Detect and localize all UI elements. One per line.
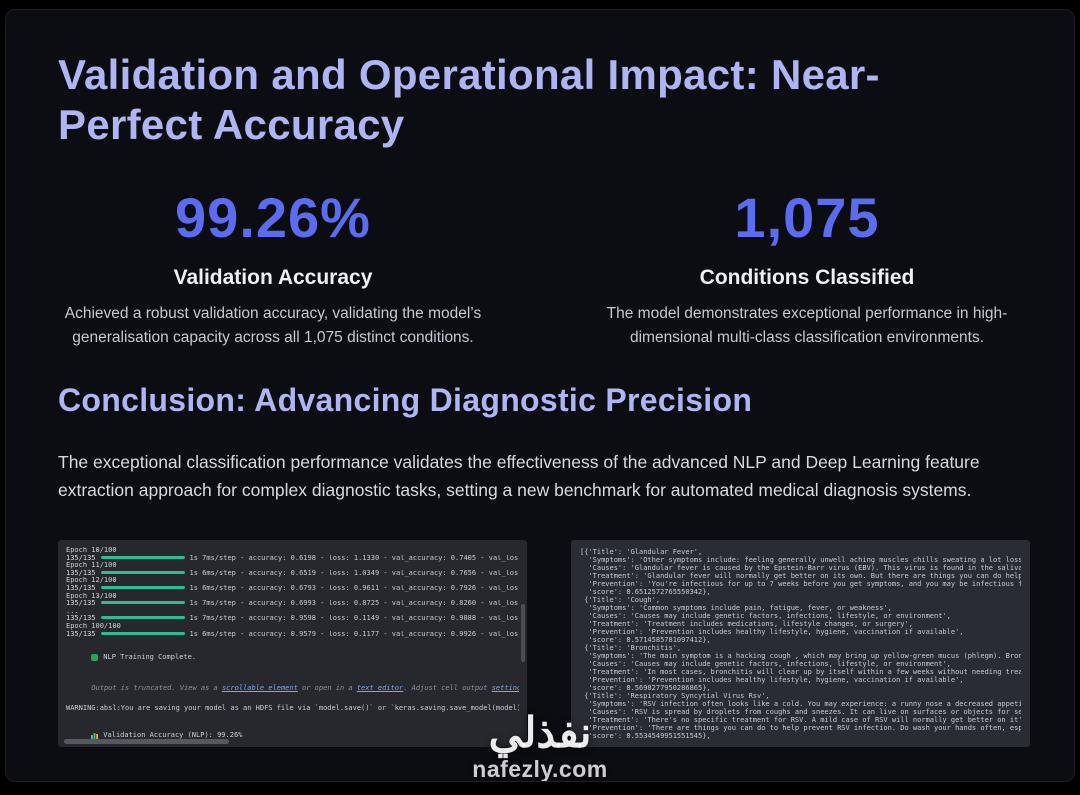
- output-line: 'score': 0.6512572765550342},: [580, 588, 711, 596]
- green-status-icon: [91, 653, 99, 661]
- stat-description: Achieved a robust validation accuracy, v…: [64, 305, 482, 347]
- page-title-line1: Validation and Operational Impact: Near-: [58, 51, 880, 98]
- output-lines: [{'Title': 'Glandular Fever', 'Symptoms'…: [580, 548, 1021, 740]
- log-progress-line: 135/135 1s 6ms/step - accuracy: 0.6793 - …: [66, 584, 519, 592]
- output-line: 'Treatment': 'Treatment includes medicat…: [580, 620, 913, 628]
- slide: Validation and Operational Impact: Near-…: [5, 9, 1075, 782]
- output-line: 'Symptoms': 'RSV infection often looks l…: [580, 700, 1021, 708]
- output-line: 'Causes': 'Causes may include genetic fa…: [580, 612, 951, 620]
- output-line: 'Causes': 'Causes may include genetic fa…: [580, 660, 951, 668]
- stat-description: The model demonstrates exceptional perfo…: [606, 305, 1008, 347]
- log-epoch-line: Epoch 11/100: [66, 562, 117, 570]
- bar-chart-icon: [91, 732, 99, 739]
- horizontal-scrollbar[interactable]: [64, 739, 229, 744]
- output-line: 'Symptoms': 'Other symptoms include: fee…: [580, 556, 1021, 564]
- training-log-panel[interactable]: Epoch 10/100 135/135 1s 7ms/step - accura…: [58, 540, 527, 747]
- progress-bar-icon: [100, 616, 185, 620]
- log-progress-line: 135/135 1s 6ms/step - accuracy: 0.6519 - …: [66, 569, 519, 577]
- training-complete-line: NLP Training Complete.: [66, 644, 519, 671]
- output-line: 'Prevention': 'There are things you can …: [580, 724, 1021, 732]
- progress-bar-icon: [100, 631, 185, 635]
- output-line: 'Causes': 'RSV is spread by droplets fro…: [580, 708, 1021, 716]
- log-progress-line: 135/135 1s 7ms/step - accuracy: 0.6198 - …: [66, 554, 519, 562]
- page-title-line2: Perfect Accuracy: [58, 101, 405, 149]
- log-ellipsis-line: ...: [66, 607, 79, 615]
- warning-line: WARNING:absl:You are saving your model a…: [66, 704, 519, 713]
- conclusion-paragraph: The exceptional classification performan…: [58, 452, 980, 500]
- output-line: 'Treatment': 'Glandular fever will norma…: [580, 572, 1021, 580]
- output-line: 'Prevention': 'You're infectious for up …: [580, 580, 1021, 588]
- output-line: [{'Title': 'Glandular Fever',: [580, 548, 703, 556]
- output-line: 'score': 0.5714585781097412},: [580, 636, 711, 644]
- output-line: 'Prevention': 'Prevention includes healt…: [580, 628, 964, 636]
- output-line: {'Title': 'Cough',: [580, 596, 661, 604]
- output-line: 'Causes': 'Glandular fever is caused by …: [580, 564, 1021, 572]
- output-line: {'Title': 'Bronchitis',: [580, 644, 682, 652]
- output-line: 'Prevention': 'Prevention includes healt…: [580, 676, 964, 684]
- log-epoch-line: Epoch 100/100: [66, 622, 121, 630]
- watermark-domain-text: nafezly.com: [472, 756, 608, 782]
- output-line: 'Symptoms': 'The main symptom is a hacki…: [580, 652, 1021, 660]
- log-progress-line: 135/135 1s 7ms/step - accuracy: 0.9598 - …: [66, 615, 519, 623]
- stat-value: 1,075: [734, 186, 880, 249]
- log-progress-line: 135/135 1s 7ms/step - accuracy: 0.6993 - …: [66, 600, 519, 608]
- page-title: Validation and Operational Impact: Near-…: [58, 50, 880, 151]
- settings-link[interactable]: settings...: [491, 684, 519, 693]
- classification-output-panel[interactable]: [{'Title': 'Glandular Fever', 'Symptoms'…: [571, 540, 1030, 747]
- stats-row: 99.26% Validation Accuracy Achieved a ro…: [6, 185, 1074, 350]
- log-progress-line: 135/135 1s 6ms/step - accuracy: 0.9579 - …: [66, 630, 519, 638]
- output-line: 'Treatment': 'In most cases, bronchitis …: [580, 668, 1021, 676]
- output-line: 'Treatment': 'There's no specific treatm…: [580, 716, 1021, 724]
- progress-bar-icon: [100, 570, 185, 574]
- output-line: 'score': 0.5698277950286865},: [580, 684, 711, 692]
- stat-label: Conditions Classified: [699, 266, 915, 289]
- output-truncated-notice: Output is truncated. View as a scrollabl…: [66, 675, 519, 702]
- validation-accuracy-line: Validation Accuracy (NLP): 99.26%: [66, 722, 519, 747]
- conclusion-heading: Conclusion: Advancing Diagnostic Precisi…: [58, 382, 753, 418]
- scrollable-element-link[interactable]: scrollable element: [221, 684, 298, 693]
- output-line: 'score': 0.5534549951551545},: [580, 732, 711, 740]
- text-editor-link[interactable]: text editor: [356, 684, 404, 693]
- log-epoch-line: Epoch 13/100: [66, 592, 117, 600]
- log-epoch-line: Epoch 10/100: [66, 547, 117, 554]
- progress-bar-icon: [100, 555, 185, 559]
- progress-bar-icon: [100, 601, 185, 605]
- stat-conditions-classified: 1,075 Conditions Classified The model de…: [540, 185, 1074, 350]
- stat-validation-accuracy: 99.26% Validation Accuracy Achieved a ro…: [6, 185, 540, 350]
- stat-label: Validation Accuracy: [173, 266, 373, 289]
- stat-value: 99.26%: [175, 186, 371, 249]
- log-epoch-line: Epoch 12/100: [66, 577, 117, 585]
- vertical-scrollbar[interactable]: [521, 604, 525, 662]
- output-line: {'Title': 'Respiratory Syncytial Virus R…: [580, 692, 770, 700]
- output-line: 'Symptoms': 'Common symptoms include pai…: [580, 604, 892, 612]
- progress-bar-icon: [100, 585, 185, 589]
